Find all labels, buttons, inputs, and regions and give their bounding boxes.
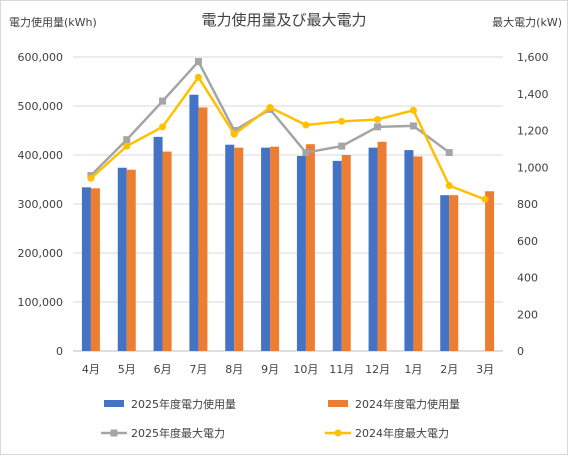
line-point bbox=[409, 106, 417, 114]
legend-swatch bbox=[104, 400, 124, 407]
left-axis-tick-label: 500,000 bbox=[18, 100, 64, 113]
legend-swatch bbox=[328, 400, 348, 407]
right-axis-tick-label: 1,200 bbox=[517, 125, 549, 138]
bar bbox=[377, 141, 387, 351]
bar bbox=[341, 155, 351, 351]
right-axis-tick-label: 0 bbox=[517, 345, 524, 358]
line-point bbox=[481, 195, 489, 203]
bar bbox=[413, 156, 423, 351]
bar bbox=[189, 94, 199, 351]
right-axis-tick-label: 600 bbox=[517, 235, 538, 248]
legend-marker bbox=[110, 429, 118, 437]
right-axis-title: 最大電力(kW) bbox=[492, 15, 562, 29]
right-axis-tick-label: 400 bbox=[517, 272, 538, 285]
bar bbox=[234, 147, 244, 351]
x-axis-tick-label: 4月 bbox=[82, 363, 100, 376]
bar bbox=[270, 146, 280, 351]
line-point bbox=[338, 142, 346, 150]
line-point bbox=[338, 117, 346, 125]
line-point bbox=[159, 123, 167, 131]
bar bbox=[404, 150, 414, 351]
legend-label: 2025年度電力使用量 bbox=[131, 397, 236, 411]
right-axis-tick-label: 1,600 bbox=[517, 51, 549, 64]
left-axis-tick-label: 200,000 bbox=[18, 247, 64, 260]
line-point bbox=[374, 123, 382, 131]
line-point bbox=[409, 122, 417, 130]
line-point bbox=[194, 58, 202, 66]
line-series bbox=[87, 58, 489, 203]
line-point bbox=[266, 104, 274, 112]
line-point bbox=[374, 115, 382, 123]
x-axis-tick-label: 11月 bbox=[329, 363, 354, 376]
x-axis-tick-label: 1月 bbox=[404, 363, 422, 376]
bar bbox=[332, 160, 342, 351]
legend-marker bbox=[334, 429, 342, 437]
x-axis-tick-label: 7月 bbox=[189, 363, 207, 376]
x-axis-tick-label: 12月 bbox=[365, 363, 390, 376]
right-axis-tick-label: 200 bbox=[517, 308, 538, 321]
line-point bbox=[230, 127, 238, 134]
x-axis-tick-label: 2月 bbox=[440, 363, 458, 376]
legend-label: 2024年度電力使用量 bbox=[355, 397, 460, 411]
bar bbox=[305, 144, 315, 351]
line-point bbox=[302, 149, 310, 157]
series-line bbox=[90, 75, 486, 201]
bar bbox=[368, 147, 378, 351]
line-point bbox=[123, 136, 131, 144]
bar bbox=[162, 151, 172, 351]
bar bbox=[126, 169, 136, 351]
line-point bbox=[194, 73, 202, 81]
bar bbox=[261, 147, 271, 351]
bar bbox=[296, 155, 306, 351]
axis-labels: 0 100,000 200,000 300,000 400,000 500,000 600,… bbox=[18, 51, 549, 376]
x-axis-tick-label: 9月 bbox=[261, 363, 279, 376]
chart-title: 電力使用量及び最大電力 bbox=[201, 11, 366, 29]
gridlines bbox=[73, 56, 503, 352]
x-axis-tick-label: 3月 bbox=[476, 363, 494, 376]
right-axis-tick-label: 800 bbox=[517, 198, 538, 211]
left-axis-tick-label: 400,000 bbox=[18, 149, 64, 162]
x-axis-tick-label: 5月 bbox=[118, 363, 136, 376]
x-axis-tick-label: 6月 bbox=[154, 363, 172, 376]
left-axis-tick-label: 0 bbox=[56, 345, 63, 358]
legend: 2025年度電力使用量 2024年度電力使用量 2025年度最大電力 2024年度最大… bbox=[101, 397, 460, 440]
line-point bbox=[230, 130, 238, 138]
bar bbox=[485, 191, 495, 351]
left-axis-tick-label: 300,000 bbox=[18, 198, 64, 211]
bar bbox=[81, 187, 91, 351]
line-point bbox=[302, 121, 310, 129]
bar bbox=[440, 195, 450, 351]
left-axis-tick-label: 100,000 bbox=[18, 296, 64, 309]
line-point bbox=[159, 97, 167, 105]
x-axis-tick-label: 8月 bbox=[225, 363, 243, 376]
bar bbox=[449, 195, 459, 351]
line-point bbox=[123, 142, 131, 150]
right-axis-tick-label: 1,400 bbox=[517, 88, 549, 101]
bar bbox=[153, 136, 163, 351]
x-axis-tick-label: 10月 bbox=[293, 363, 318, 376]
right-axis-tick-label: 1,000 bbox=[517, 161, 549, 174]
bar bbox=[90, 188, 100, 351]
bar bbox=[117, 167, 127, 351]
line-point bbox=[445, 182, 453, 190]
left-axis-title: 電力使用量(kWh) bbox=[9, 16, 97, 29]
bar-series bbox=[81, 94, 495, 351]
bar bbox=[225, 144, 235, 351]
bar bbox=[198, 107, 208, 351]
line-point bbox=[445, 149, 453, 157]
line-point bbox=[87, 174, 95, 182]
legend-label: 2024年度最大電力 bbox=[355, 426, 449, 440]
left-axis-tick-label: 600,000 bbox=[18, 51, 64, 64]
legend-label: 2025年度最大電力 bbox=[131, 426, 225, 440]
